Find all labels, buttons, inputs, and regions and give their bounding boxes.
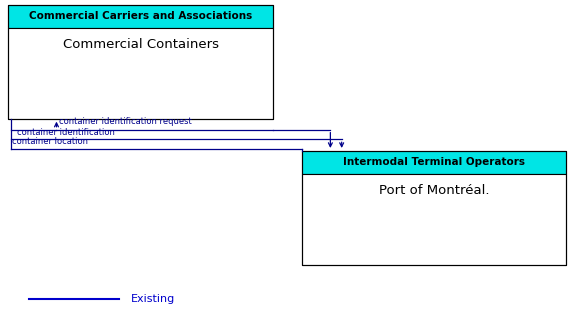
Text: Commercial Carriers and Associations: Commercial Carriers and Associations [29, 11, 252, 22]
Bar [9, 5, 273, 119]
Text: container identification: container identification [17, 128, 115, 137]
Text: Commercial Containers: Commercial Containers [63, 38, 219, 50]
Text: container identification request: container identification request [59, 117, 192, 126]
Bar [301, 174, 566, 265]
Bar [9, 28, 273, 119]
Bar [9, 5, 273, 28]
Text: Port of Montréal.: Port of Montréal. [379, 184, 489, 196]
Bar [301, 151, 566, 174]
Text: container location: container location [13, 137, 88, 146]
Text: Intermodal Terminal Operators: Intermodal Terminal Operators [343, 157, 525, 168]
Text: Existing: Existing [130, 293, 175, 304]
Bar [301, 151, 566, 265]
